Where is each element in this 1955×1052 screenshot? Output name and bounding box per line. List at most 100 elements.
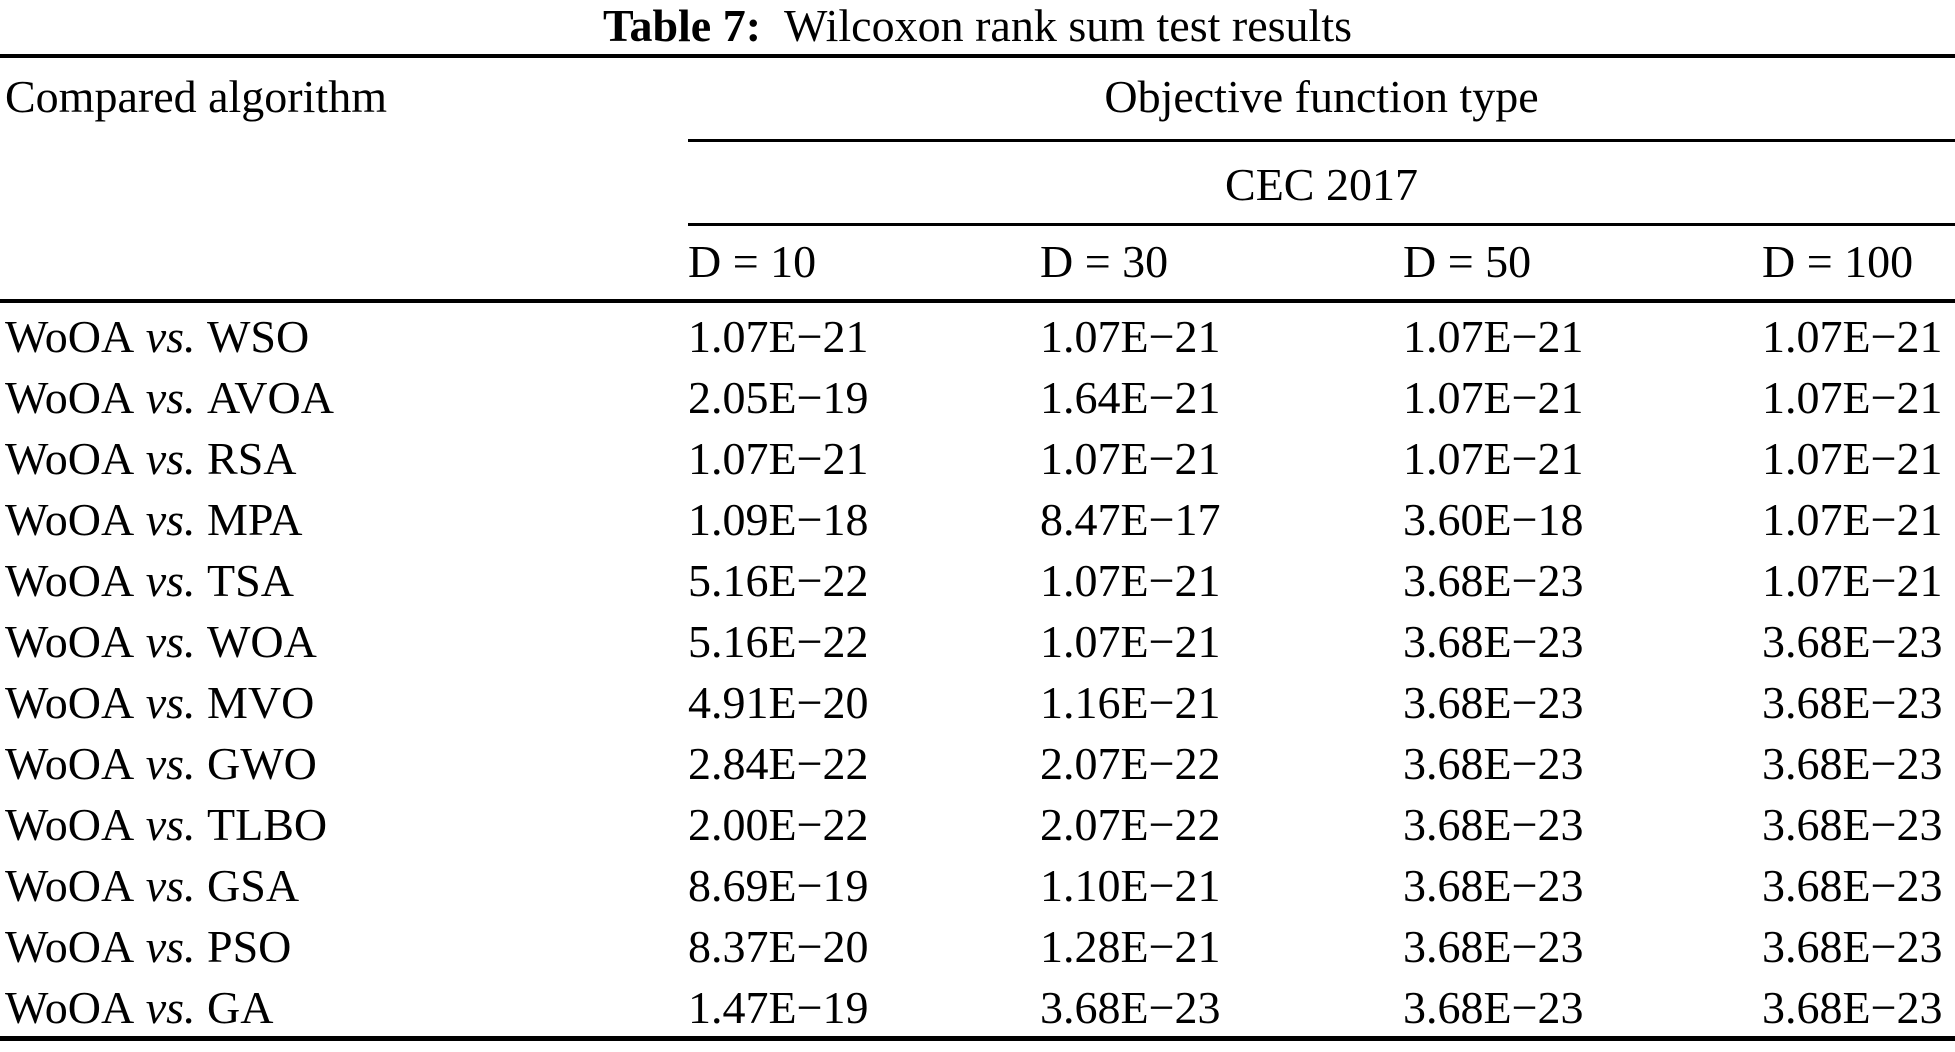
algorithm-space1 [134,433,146,484]
algorithm-base: WoOA [5,555,135,606]
algorithm-space1 [134,494,146,545]
compared-algorithm-cell: WoOA vs. WOA [5,611,317,672]
p-value-cell: 1.07E−21 [1040,555,1221,606]
dimension-header-row: D = 10 D = 30 D = 50 D = 100 [0,237,1955,287]
algorithm-base: WoOA [5,982,135,1033]
compared-algorithm-cell: WoOA vs. TLBO [5,794,327,855]
dimension-header-d50: D = 50 [1403,236,1532,287]
p-value-cell: 2.07E−22 [1040,799,1221,850]
p-value-cell: 3.68E−23 [1403,677,1584,728]
algorithm-space2 [196,372,208,423]
p-value-cell: 3.68E−23 [1403,555,1584,606]
p-value-cell: 1.07E−21 [1040,433,1221,484]
p-value-cell: 4.91E−20 [688,677,869,728]
column-header-compared-algorithm: Compared algorithm [5,71,387,122]
table-body: WoOA vs. WSO 1.07E−21 1.07E−21 1.07E−21 … [0,306,1955,1038]
algorithm-opponent: GWO [207,738,317,789]
p-value-cell: 1.07E−21 [688,311,869,362]
algorithm-base: WoOA [5,616,135,667]
algorithm-space2 [196,616,208,667]
p-value-cell: 3.68E−23 [1762,616,1943,667]
table-row: WoOA vs. WSO 1.07E−21 1.07E−21 1.07E−21 … [0,306,1955,367]
compared-algorithm-cell: WoOA vs. TSA [5,550,294,611]
algorithm-vs: vs. [145,677,196,728]
p-value-cell: 5.16E−22 [688,555,869,606]
algorithm-vs: vs. [145,372,196,423]
algorithm-opponent: MPA [207,494,303,545]
table-row: WoOA vs. RSA 1.07E−21 1.07E−21 1.07E−21 … [0,428,1955,489]
group-header-rule [688,139,1955,142]
table-caption-text: Wilcoxon rank sum test results [784,0,1352,51]
p-value-cell: 1.07E−21 [1040,616,1221,667]
subgroup-header-rule [688,223,1955,226]
p-value-cell: 3.68E−23 [1403,616,1584,667]
p-value-cell: 1.64E−21 [1040,372,1221,423]
subgroup-header-cec-2017: CEC 2017 [1225,159,1418,210]
algorithm-base: WoOA [5,677,135,728]
algorithm-vs: vs. [145,433,196,484]
algorithm-space1 [134,677,146,728]
algorithm-base: WoOA [5,311,135,362]
table-caption: Table 7: Wilcoxon rank sum test results [0,0,1955,52]
algorithm-base: WoOA [5,921,135,972]
algorithm-space1 [134,799,146,850]
algorithm-vs: vs. [145,311,196,362]
table-row: WoOA vs. TSA 5.16E−22 1.07E−21 3.68E−23 … [0,550,1955,611]
p-value-cell: 1.07E−21 [1762,494,1943,545]
algorithm-space1 [134,555,146,606]
p-value-cell: 3.68E−23 [1403,982,1584,1033]
compared-algorithm-cell: WoOA vs. GA [5,977,273,1038]
p-value-cell: 1.09E−18 [688,494,869,545]
algorithm-opponent: TSA [207,555,294,606]
algorithm-opponent: AVOA [207,372,334,423]
table-row: WoOA vs. GA 1.47E−19 3.68E−23 3.68E−23 3… [0,977,1955,1038]
algorithm-base: WoOA [5,799,135,850]
p-value-cell: 3.68E−23 [1762,799,1943,850]
algorithm-base: WoOA [5,738,135,789]
algorithm-space1 [134,982,146,1033]
dimension-header-d100: D = 100 [1762,236,1914,287]
p-value-cell: 1.28E−21 [1040,921,1221,972]
algorithm-base: WoOA [5,433,135,484]
p-value-cell: 3.60E−18 [1403,494,1584,545]
algorithm-vs: vs. [145,921,196,972]
algorithm-space2 [196,799,208,850]
algorithm-base: WoOA [5,860,135,911]
p-value-cell: 3.68E−23 [1762,677,1943,728]
p-value-cell: 1.07E−21 [1040,311,1221,362]
p-value-cell: 1.07E−21 [1762,372,1943,423]
p-value-cell: 3.68E−23 [1762,982,1943,1033]
p-value-cell: 3.68E−23 [1403,921,1584,972]
column-group-header-objective-function-type: Objective function type [1104,71,1539,122]
p-value-cell: 8.47E−17 [1040,494,1221,545]
compared-algorithm-cell: WoOA vs. MPA [5,489,303,550]
compared-algorithm-cell: WoOA vs. GSA [5,855,299,916]
algorithm-vs: vs. [145,616,196,667]
p-value-cell: 3.68E−23 [1403,738,1584,789]
algorithm-vs: vs. [145,494,196,545]
compared-algorithm-cell: WoOA vs. PSO [5,916,291,977]
algorithm-vs: vs. [145,738,196,789]
header-body-rule [0,299,1955,303]
algorithm-vs: vs. [145,799,196,850]
algorithm-base: WoOA [5,494,135,545]
table-row: WoOA vs. GWO 2.84E−22 2.07E−22 3.68E−23 … [0,733,1955,794]
algorithm-vs: vs. [145,982,196,1033]
p-value-cell: 1.07E−21 [1403,372,1584,423]
algorithm-space2 [196,738,208,789]
compared-algorithm-cell: WoOA vs. GWO [5,733,317,794]
algorithm-space1 [134,311,146,362]
algorithm-opponent: TLBO [207,799,328,850]
algorithm-opponent: WSO [207,311,310,362]
algorithm-vs: vs. [145,555,196,606]
p-value-cell: 1.07E−21 [1403,433,1584,484]
algorithm-base: WoOA [5,372,135,423]
algorithm-space2 [196,982,208,1033]
algorithm-space2 [196,555,208,606]
algorithm-opponent: GA [207,982,274,1033]
p-value-cell: 1.07E−21 [1762,555,1943,606]
algorithm-opponent: PSO [207,921,292,972]
p-value-cell: 2.84E−22 [688,738,869,789]
p-value-cell: 1.07E−21 [1762,433,1943,484]
algorithm-space1 [134,738,146,789]
